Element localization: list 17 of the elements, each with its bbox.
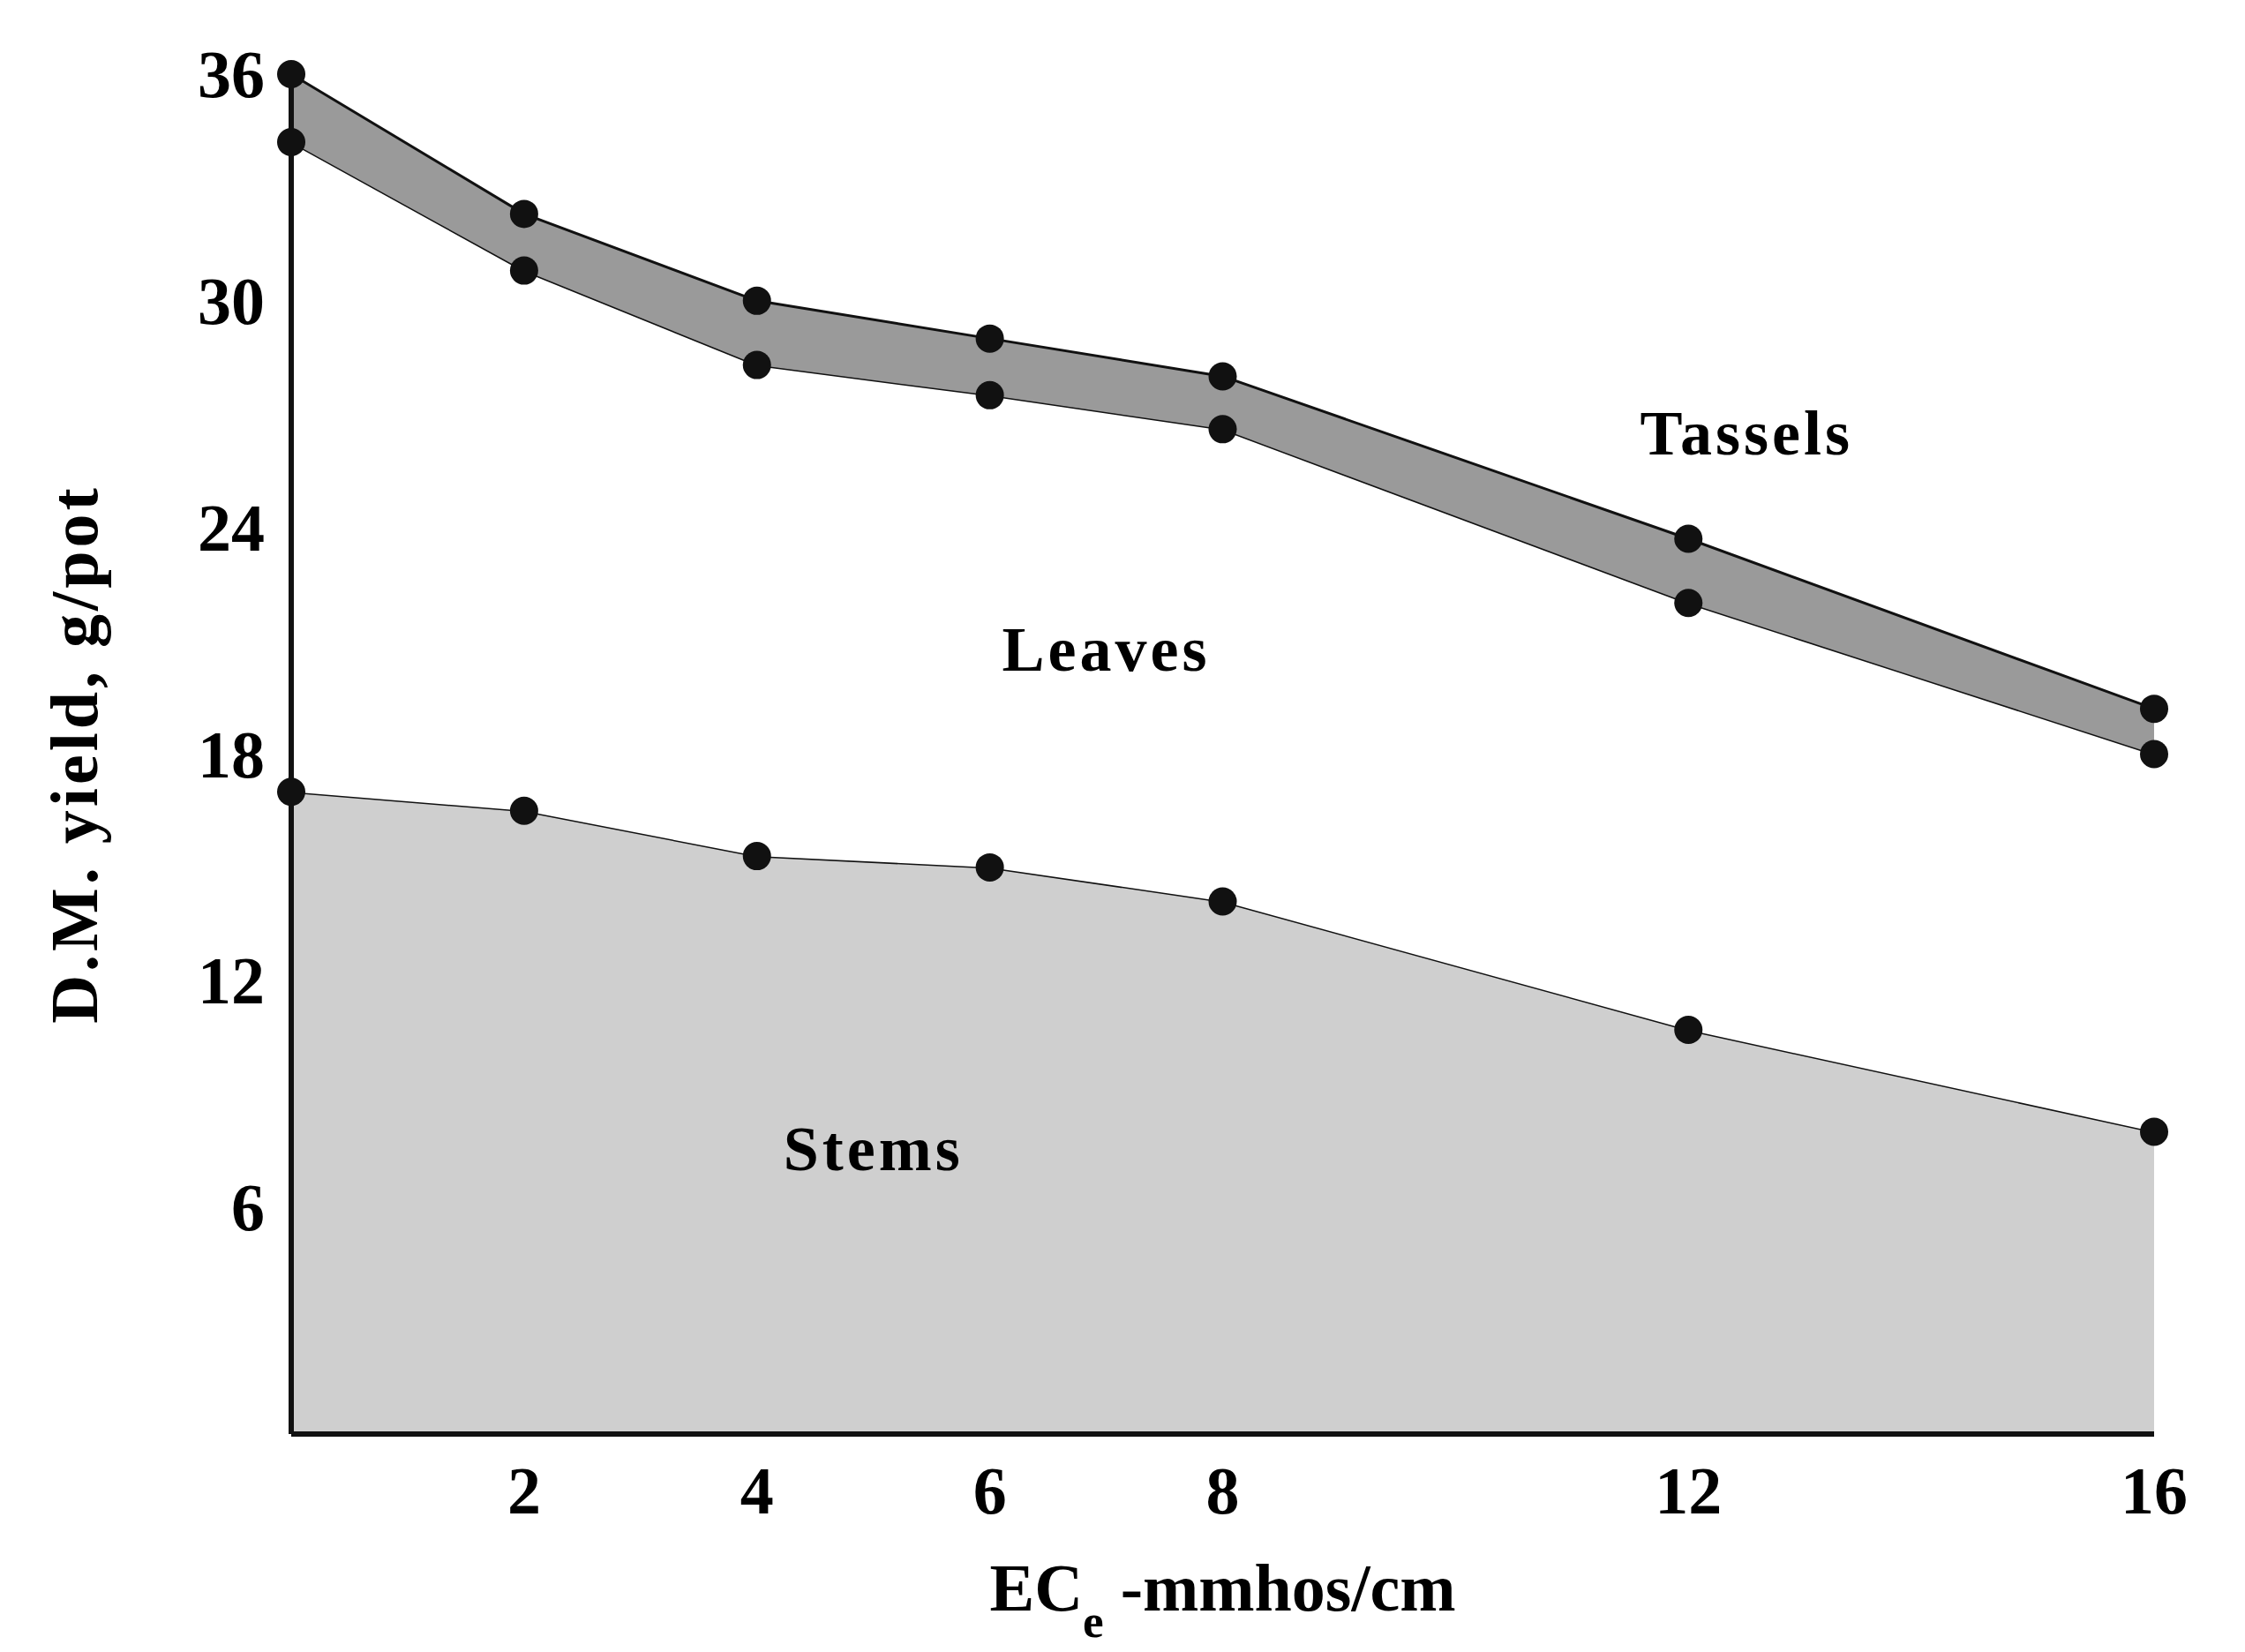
y-tick-label: 12 <box>198 943 265 1018</box>
series-label: Leaves <box>1002 613 1211 685</box>
y-tick-label: 24 <box>198 490 265 565</box>
y-axis-title: D.M. yield, g/pot <box>37 484 111 1024</box>
x-tick-label: 12 <box>1655 1453 1723 1528</box>
y-tick-label: 18 <box>198 717 265 792</box>
x-tick-label: 4 <box>740 1453 774 1528</box>
x-tick-label: 6 <box>972 1453 1007 1528</box>
x-tick-label: 8 <box>1205 1453 1240 1528</box>
y-tick-label: 6 <box>231 1170 265 1245</box>
series-label: Tassels <box>1640 397 1853 469</box>
x-axis-title: EC$_{e}$ -mmhos/cm <box>989 1551 1456 1648</box>
x-tick-label: 2 <box>507 1453 541 1528</box>
y-tick-label: 30 <box>198 263 265 338</box>
y-tick-label: 36 <box>198 37 265 111</box>
x-tick-label: 16 <box>2121 1453 2188 1528</box>
series-label: Stems <box>783 1113 964 1184</box>
